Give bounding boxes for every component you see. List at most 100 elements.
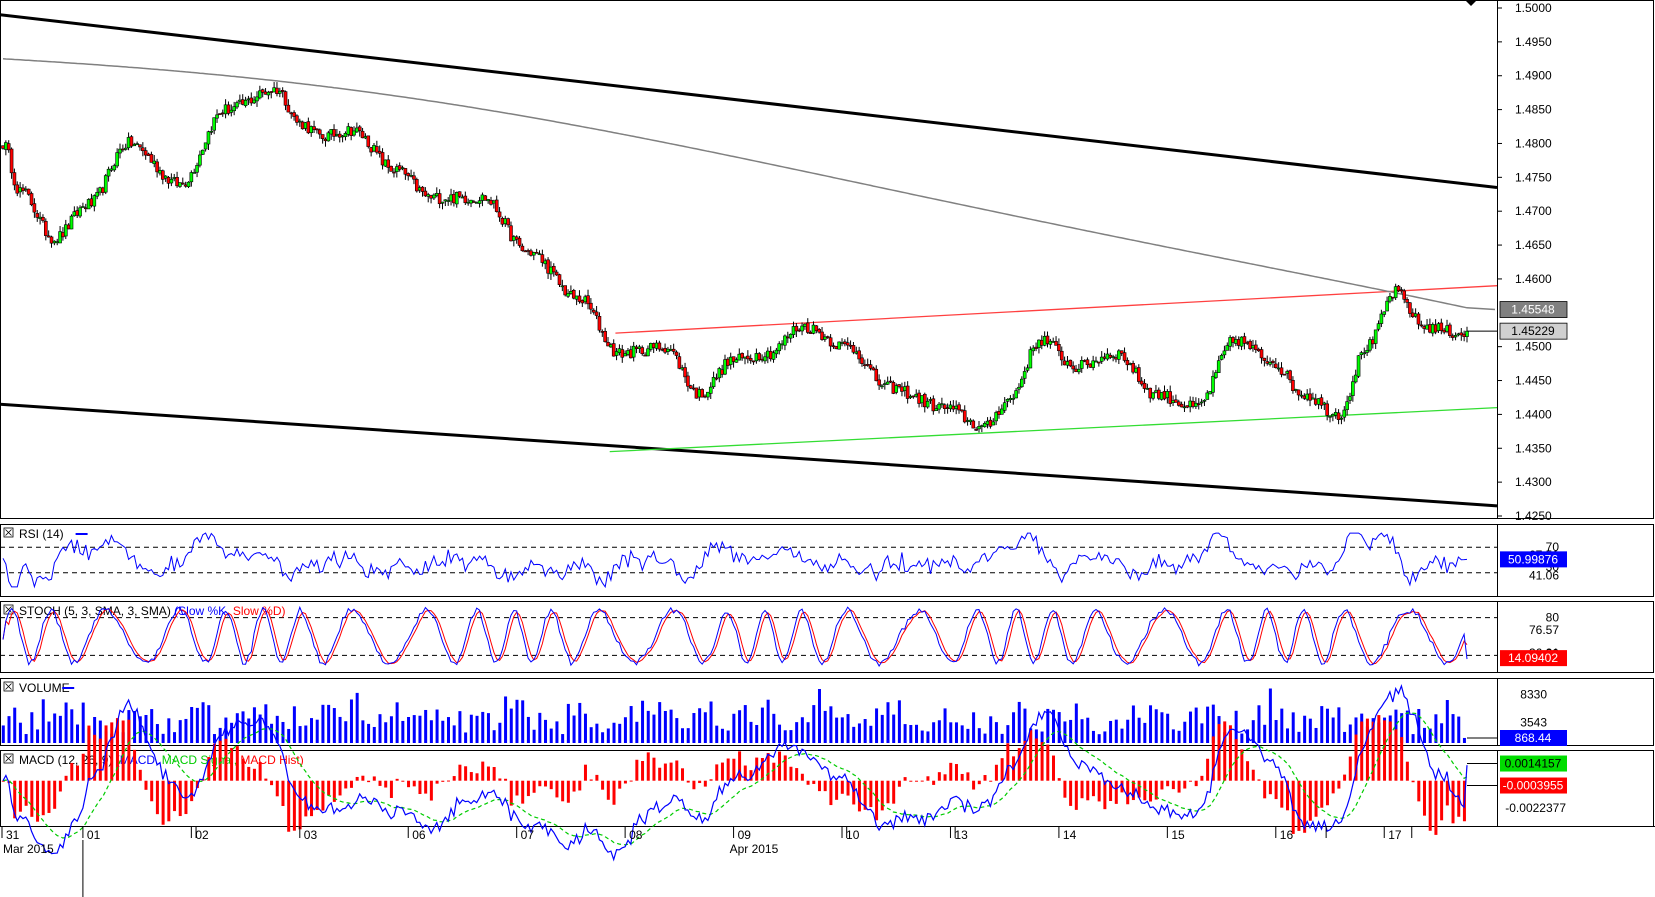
macd-hist-bar <box>70 762 74 781</box>
volume-bar <box>897 700 901 743</box>
candle-up <box>1373 329 1378 344</box>
candle-down <box>563 285 567 296</box>
candle-down <box>240 99 245 105</box>
candle-up <box>474 202 479 204</box>
volume-bar <box>583 713 587 743</box>
candle-down <box>691 387 696 390</box>
macd-line <box>2 684 1468 862</box>
candle-down <box>320 134 325 139</box>
candle-down <box>121 148 125 151</box>
macd-hist-bar <box>435 780 439 784</box>
volume-bar <box>966 728 970 743</box>
candle-down <box>1179 403 1184 408</box>
volume-bar <box>327 704 331 743</box>
candle-down <box>1082 360 1087 362</box>
candle-down <box>877 379 881 386</box>
volume-bar <box>13 707 17 743</box>
candle-down <box>494 199 499 212</box>
macd-hist-bar <box>886 780 890 804</box>
macd-hist-bar <box>492 767 496 781</box>
macd-hist-bar <box>635 759 639 781</box>
candle-up <box>329 129 333 135</box>
volume-bar <box>7 716 11 743</box>
candle-up <box>58 231 62 244</box>
macd-hist-bar <box>629 780 633 782</box>
candle-up <box>258 90 262 99</box>
volume-bar <box>903 724 907 743</box>
candle-up <box>940 403 944 406</box>
volume-bar <box>367 723 371 743</box>
candle-down <box>9 148 14 174</box>
volume-bar <box>1 725 5 743</box>
candle-down <box>554 271 559 276</box>
macd-hist-bar <box>498 778 502 781</box>
volume-bar <box>1188 711 1192 743</box>
candle-up <box>52 240 57 244</box>
panel-title-part: STOCH (5, 3, SMA, 3, SMA) <box>19 604 171 618</box>
volume-bar <box>698 708 702 743</box>
macd-hist-bar <box>36 780 40 822</box>
candle-down <box>797 329 802 332</box>
day-label: 08 <box>629 828 643 842</box>
candle-down <box>514 236 519 240</box>
macd-hist-bar <box>686 780 690 783</box>
candle-down <box>714 377 719 380</box>
candle-up <box>1333 412 1338 416</box>
candle-up <box>1188 400 1192 408</box>
candle-down <box>865 364 870 366</box>
volume-bar <box>1291 712 1295 743</box>
candle-up <box>229 109 234 113</box>
volume-bar <box>835 717 839 743</box>
candle-down <box>831 345 836 348</box>
volume-bar <box>869 725 873 743</box>
volume-bar <box>47 721 51 743</box>
candle-up <box>1111 356 1115 358</box>
volume-bar <box>538 712 542 743</box>
macd-hist-bar <box>178 780 182 817</box>
candle-up <box>717 368 722 379</box>
macd-hist-bar <box>549 780 553 790</box>
candle-up <box>1017 386 1021 390</box>
macd-hist-bar <box>1160 780 1164 790</box>
candle-down <box>412 175 416 180</box>
candle-down <box>1422 326 1426 329</box>
volume-bar <box>441 720 445 743</box>
macd-hist-bar <box>1143 780 1147 801</box>
volume-bar <box>1234 710 1238 743</box>
volume-bar <box>144 714 148 743</box>
macd-hist-bar <box>161 780 165 825</box>
macd-hist-bar <box>1377 715 1381 781</box>
volume-bar <box>606 728 610 743</box>
volume-bar <box>1428 728 1432 743</box>
candle-up <box>78 207 82 217</box>
volume-bar <box>58 715 62 743</box>
candle-up <box>780 343 784 346</box>
macd-hist-bar <box>292 780 296 831</box>
macd-hist-bar <box>1171 780 1175 790</box>
volume-bar <box>880 714 884 743</box>
volume-badge-label: 868.44 <box>1515 731 1552 745</box>
volume-bar <box>663 710 667 743</box>
candle-down <box>686 375 690 387</box>
candle-up <box>309 126 314 134</box>
candle-up <box>1020 378 1024 388</box>
volume-bar <box>464 732 468 743</box>
volume-bar <box>1131 705 1135 743</box>
volume-bar <box>1137 717 1141 743</box>
candle-up <box>18 187 22 193</box>
volume-bar <box>372 726 376 743</box>
volume-bar <box>1440 723 1444 743</box>
candle-up <box>609 344 613 348</box>
candle-down <box>874 368 879 382</box>
volume-bar <box>475 715 479 743</box>
volume-bar <box>486 713 490 743</box>
candle-up <box>706 391 710 398</box>
volume-bar <box>275 715 279 743</box>
candle-down <box>751 360 756 363</box>
macd-hist-bar <box>915 780 919 782</box>
volume-bar <box>1063 721 1067 743</box>
volume-bar <box>1194 707 1198 743</box>
candle-down <box>857 350 861 360</box>
candle-down <box>1245 342 1250 344</box>
candle-up <box>212 117 216 131</box>
